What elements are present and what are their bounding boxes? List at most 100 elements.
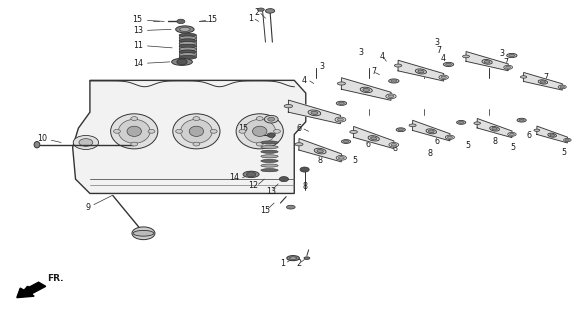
Text: 6: 6 [527, 131, 531, 140]
Circle shape [177, 59, 187, 65]
Ellipse shape [492, 127, 497, 130]
Ellipse shape [34, 141, 40, 148]
Polygon shape [354, 126, 394, 148]
Ellipse shape [179, 55, 196, 59]
Text: 13: 13 [266, 187, 276, 196]
Circle shape [273, 129, 280, 133]
Ellipse shape [490, 126, 500, 131]
Ellipse shape [179, 44, 196, 48]
Circle shape [131, 117, 138, 121]
Text: 15: 15 [238, 124, 249, 132]
Circle shape [177, 19, 185, 24]
Ellipse shape [343, 140, 349, 142]
Text: 3: 3 [358, 48, 363, 57]
Circle shape [114, 129, 121, 133]
Circle shape [239, 129, 246, 133]
Ellipse shape [538, 80, 548, 84]
Ellipse shape [418, 70, 424, 73]
Circle shape [256, 117, 263, 121]
Text: 7: 7 [291, 102, 295, 111]
Text: 5: 5 [466, 141, 471, 150]
Ellipse shape [338, 82, 346, 85]
Ellipse shape [336, 101, 347, 105]
Ellipse shape [360, 87, 372, 93]
Circle shape [175, 129, 182, 133]
Ellipse shape [534, 129, 539, 132]
Text: 8: 8 [318, 156, 323, 165]
Circle shape [148, 129, 155, 133]
Ellipse shape [181, 119, 212, 143]
Text: 8: 8 [492, 137, 497, 146]
Ellipse shape [236, 114, 283, 149]
Ellipse shape [261, 159, 278, 163]
Ellipse shape [261, 141, 278, 144]
Ellipse shape [519, 119, 524, 121]
Circle shape [210, 129, 217, 133]
Ellipse shape [189, 126, 204, 136]
Text: 15: 15 [260, 206, 271, 215]
Text: 12: 12 [248, 181, 258, 190]
Text: 6: 6 [365, 140, 370, 149]
Text: 7: 7 [504, 58, 509, 67]
Ellipse shape [287, 256, 299, 261]
Text: 6: 6 [434, 137, 440, 146]
Ellipse shape [118, 119, 150, 143]
Ellipse shape [565, 139, 569, 141]
Polygon shape [73, 80, 306, 194]
Ellipse shape [548, 133, 556, 137]
Ellipse shape [261, 150, 278, 153]
Ellipse shape [257, 8, 264, 11]
FancyArrow shape [17, 282, 46, 298]
Circle shape [279, 177, 288, 182]
Ellipse shape [456, 121, 466, 124]
Ellipse shape [350, 130, 357, 133]
Ellipse shape [179, 42, 196, 45]
Polygon shape [299, 139, 342, 162]
Circle shape [193, 117, 200, 121]
Text: 8: 8 [302, 182, 307, 191]
Ellipse shape [391, 80, 397, 82]
Polygon shape [413, 120, 450, 141]
Ellipse shape [261, 169, 278, 172]
Ellipse shape [336, 156, 347, 160]
Circle shape [193, 142, 200, 146]
Text: 2: 2 [254, 8, 260, 17]
Ellipse shape [505, 66, 511, 68]
Ellipse shape [308, 110, 321, 116]
Ellipse shape [317, 149, 324, 153]
Ellipse shape [509, 54, 515, 57]
Text: 15: 15 [208, 15, 218, 24]
Polygon shape [537, 126, 567, 143]
Ellipse shape [459, 122, 464, 123]
Ellipse shape [426, 129, 436, 134]
Ellipse shape [370, 137, 377, 140]
Text: 11: 11 [133, 41, 143, 50]
Ellipse shape [504, 65, 512, 69]
Circle shape [131, 142, 138, 146]
Text: 13: 13 [133, 26, 143, 35]
Ellipse shape [474, 122, 481, 124]
Text: 10: 10 [37, 134, 47, 143]
Ellipse shape [396, 128, 406, 132]
Text: 1: 1 [249, 14, 253, 23]
Ellipse shape [261, 146, 278, 149]
Text: 8: 8 [427, 149, 432, 158]
Text: 7: 7 [437, 45, 442, 55]
Text: 14: 14 [229, 173, 239, 182]
Polygon shape [523, 72, 563, 90]
Text: 4: 4 [379, 52, 384, 61]
Ellipse shape [391, 144, 396, 146]
Ellipse shape [363, 88, 369, 92]
Ellipse shape [179, 33, 196, 37]
Ellipse shape [179, 39, 196, 43]
Text: 7: 7 [544, 73, 549, 82]
Text: 3: 3 [434, 38, 440, 47]
Ellipse shape [445, 63, 451, 66]
Ellipse shape [179, 47, 196, 51]
Circle shape [79, 139, 93, 146]
Circle shape [132, 227, 155, 240]
Ellipse shape [111, 114, 158, 149]
Text: 7: 7 [371, 67, 376, 76]
Ellipse shape [171, 58, 192, 65]
Ellipse shape [508, 132, 516, 136]
